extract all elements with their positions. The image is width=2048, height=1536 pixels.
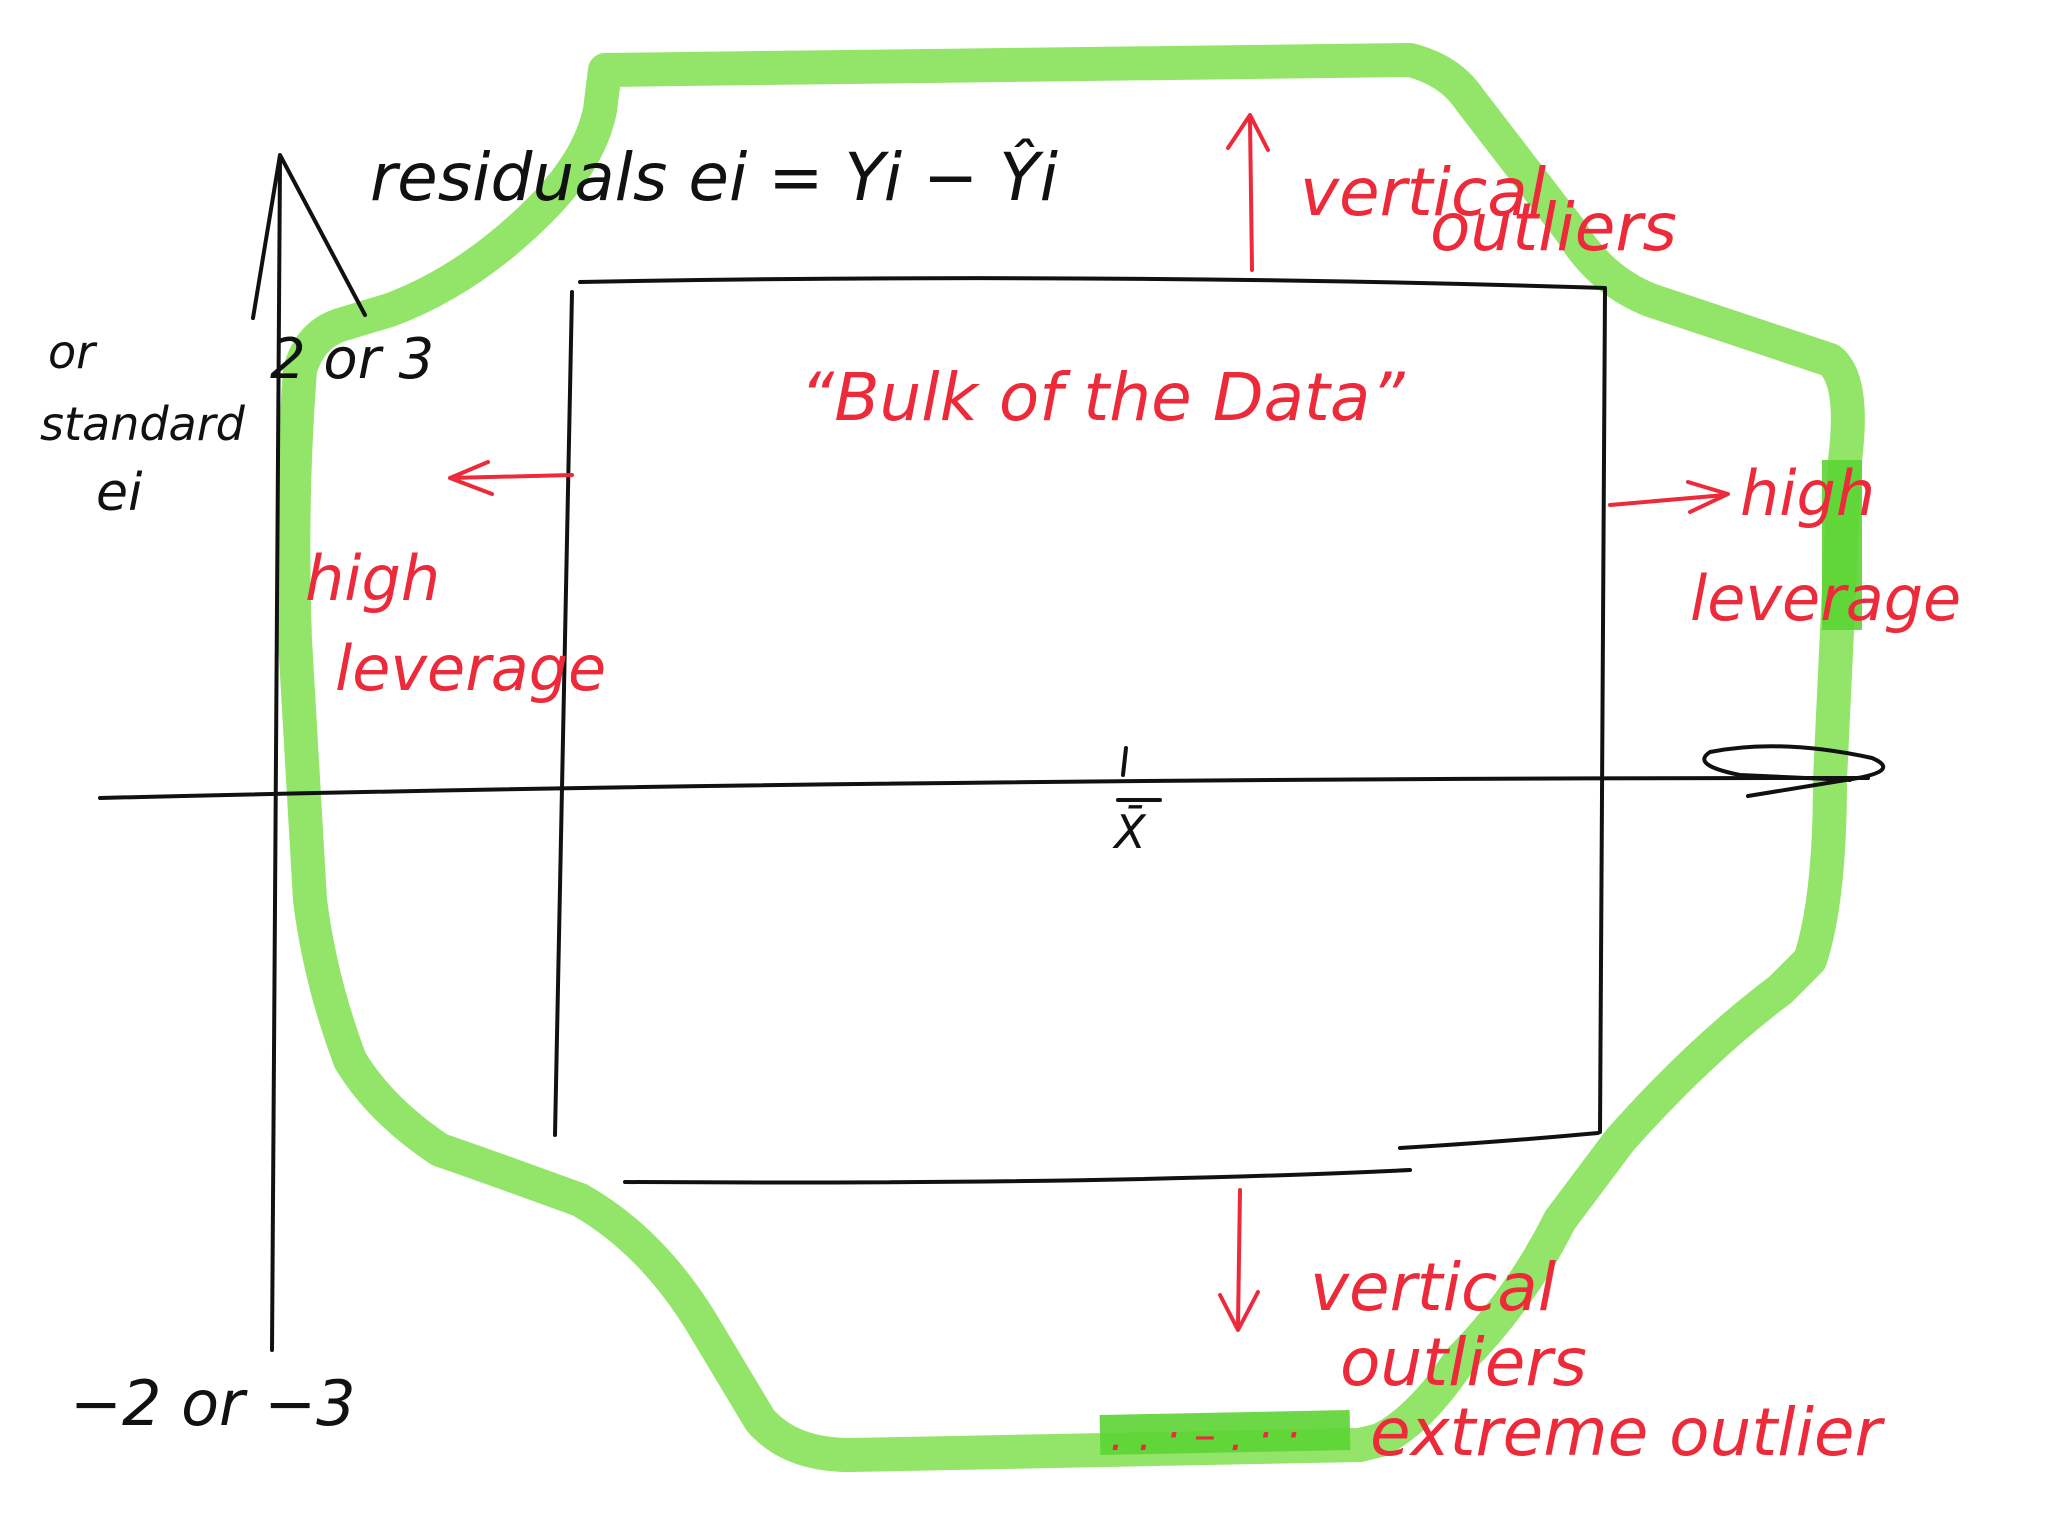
x-axis (98, 776, 1870, 800)
arrow-left (448, 460, 574, 496)
outlier-boundary-band (276, 43, 1865, 1472)
bulk-box-right (1598, 288, 1607, 1134)
x-mean-tick (1121, 746, 1128, 777)
y-axis (270, 158, 282, 1352)
x-axis-arrowhead (1702, 744, 1886, 798)
bottom-region-label-2: outliers (1340, 1324, 1587, 1401)
y-upper-threshold: 2 or 3 (270, 327, 434, 392)
bottom-region-label-1: vertical (1310, 1249, 1557, 1326)
right-region-label-1: high (1740, 457, 1875, 530)
top-region-label-2: outliers (1430, 189, 1677, 266)
y-lower-threshold: −2 or −3 (70, 1367, 356, 1440)
y-label-or: or (48, 325, 98, 379)
extreme-outlier-highlight (1099, 1410, 1351, 1455)
extreme-outlier-label: extreme outlier (1370, 1394, 1886, 1471)
left-region-label-2: leverage (335, 632, 606, 705)
bulk-box-left (553, 290, 574, 1137)
bulk-box-bottom-right (1398, 1131, 1600, 1150)
bulk-label: “Bulk of the Data” (800, 359, 1405, 436)
y-label-ei: ei (96, 463, 143, 523)
y-label-standard: standard (40, 397, 246, 451)
x-mean-label: X̄ (1112, 805, 1147, 859)
arrow-right (1608, 480, 1730, 514)
arrow-down (1218, 1188, 1260, 1332)
bulk-box-top (578, 276, 1607, 290)
arrow-up (1226, 113, 1270, 272)
bulk-box-bottom (623, 1168, 1412, 1185)
extreme-outlier-dots: . . · – . · · (1110, 1410, 1300, 1461)
diagram-title: residuals ei = Yi − Ŷi (370, 138, 1059, 216)
right-region-label-2: leverage (1690, 562, 1961, 635)
top-region-label-1: vertical (1300, 154, 1547, 231)
y-axis-arrowhead (251, 153, 367, 320)
left-region-label-1: high (305, 542, 440, 615)
